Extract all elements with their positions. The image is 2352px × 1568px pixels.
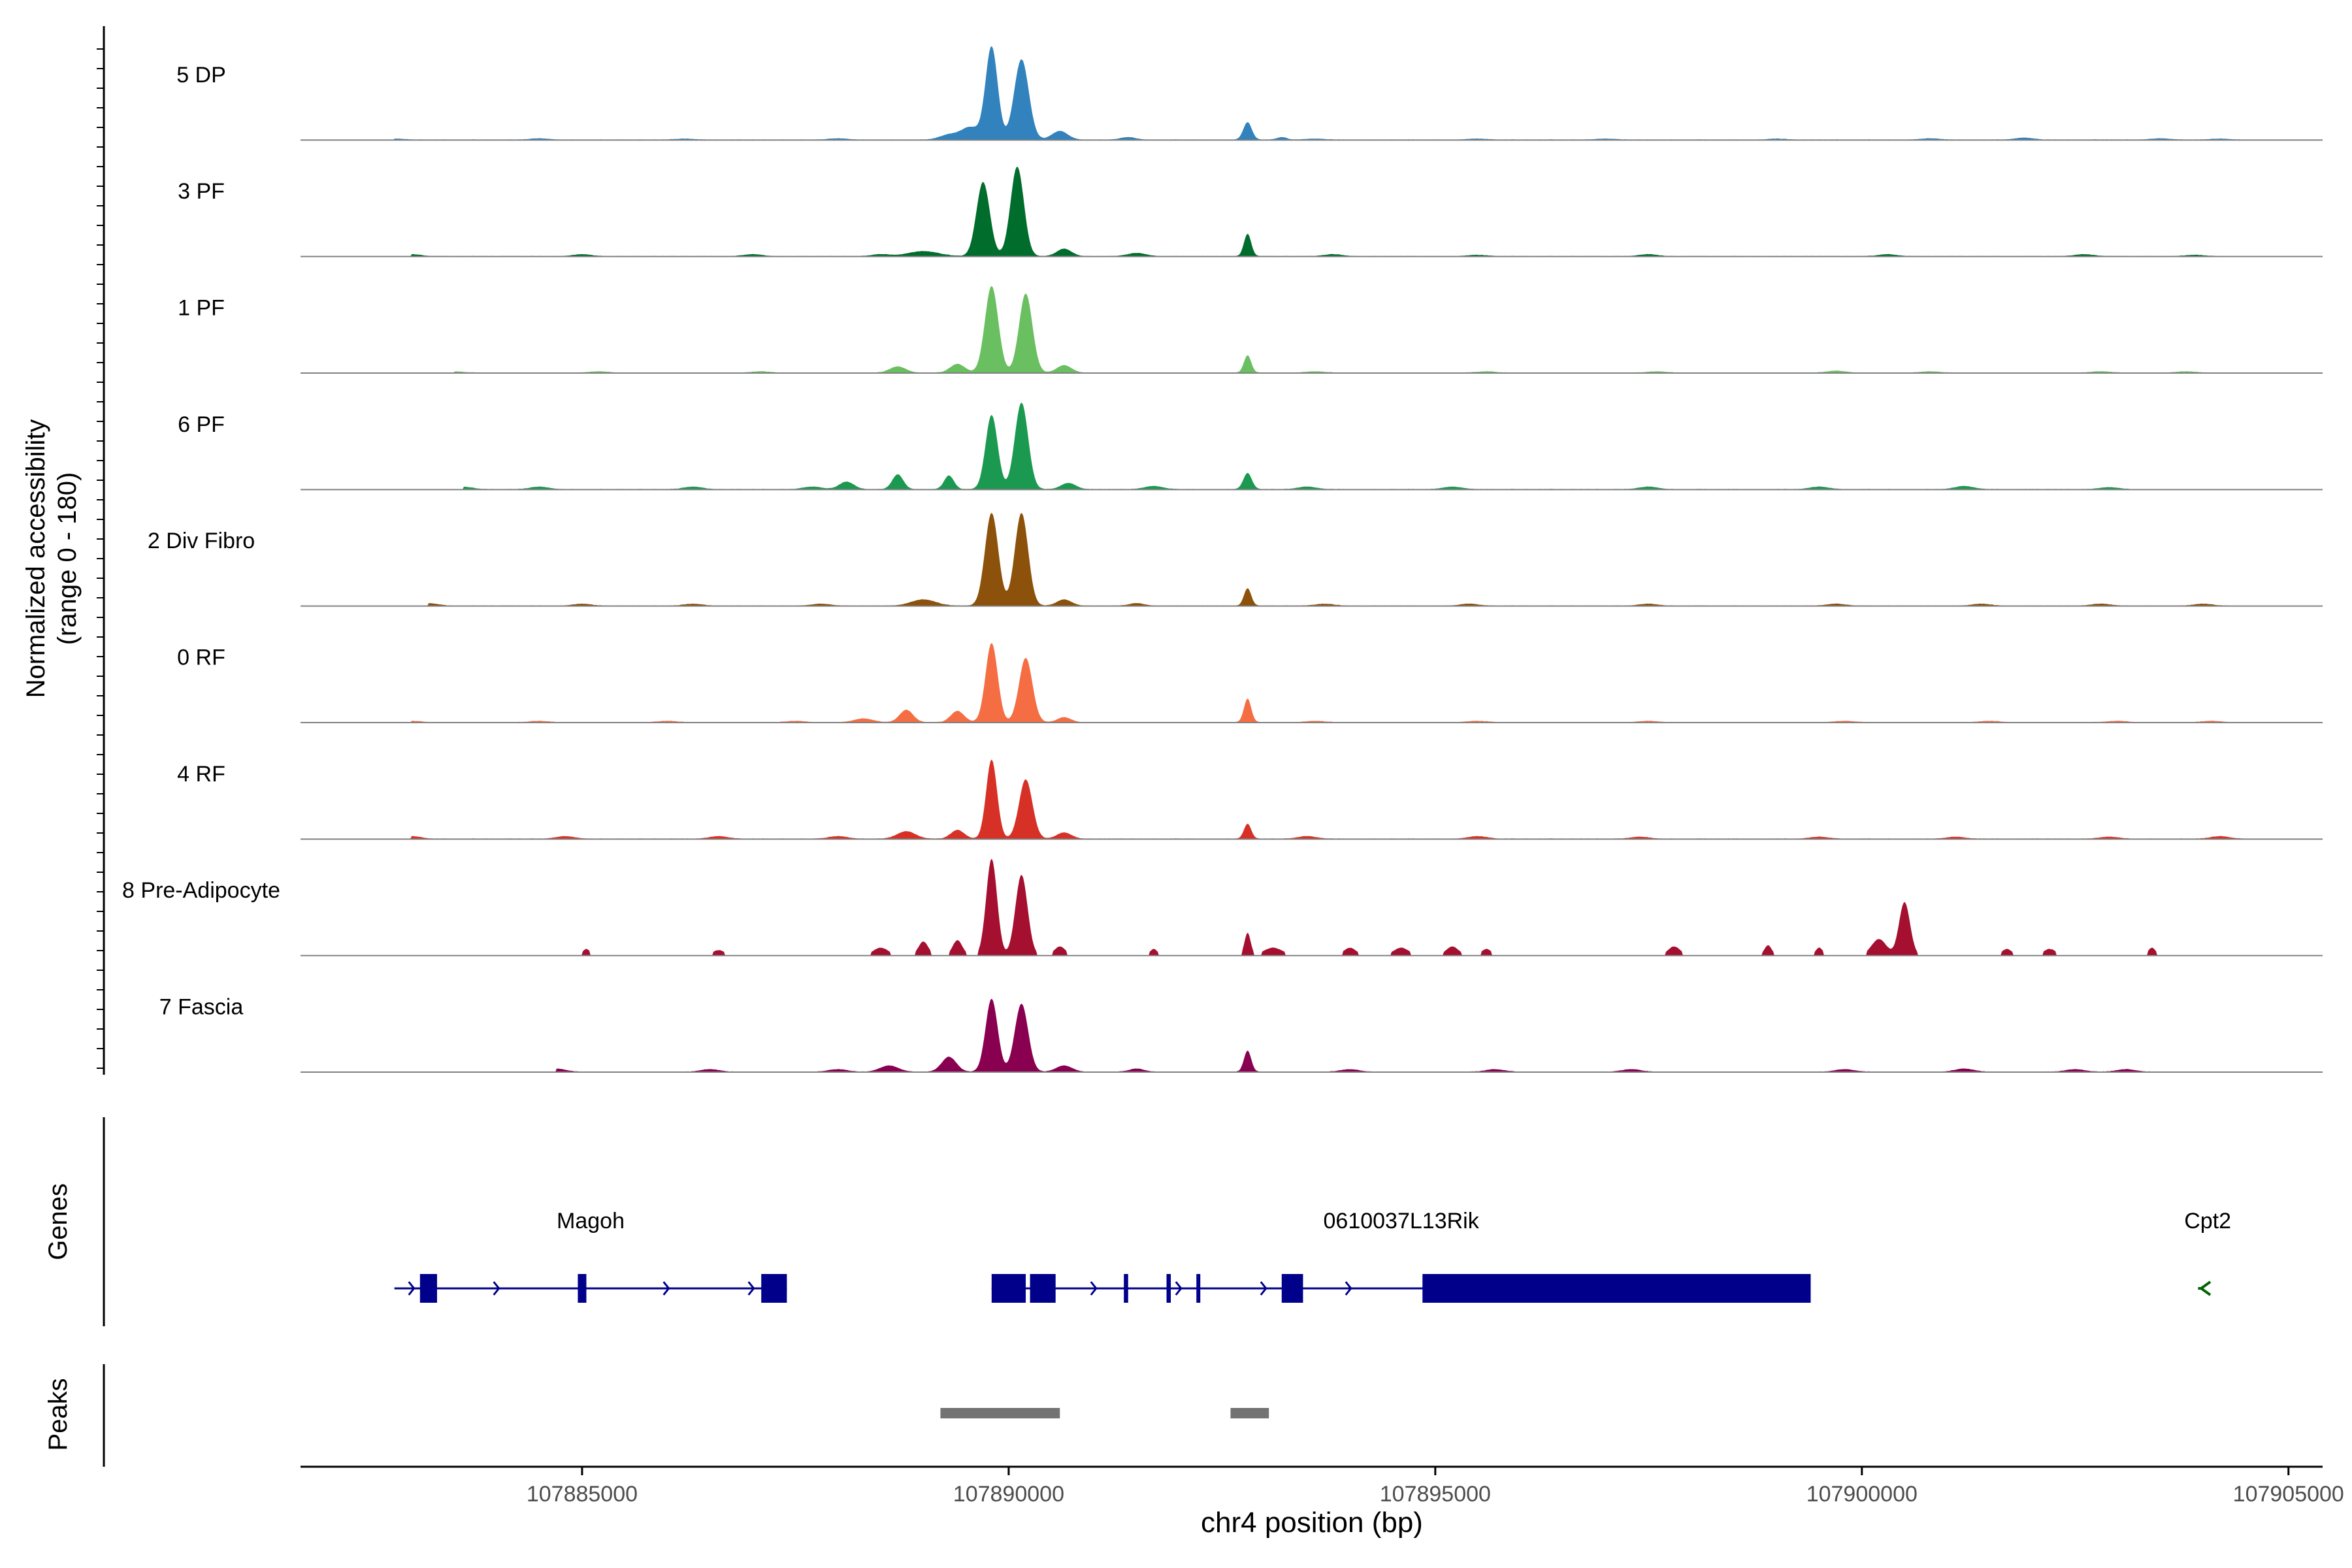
track-label: 5 DP — [176, 63, 226, 88]
track-label: 4 RF — [177, 762, 225, 787]
x-tick-label: 107885000 — [527, 1482, 638, 1507]
track-4: 6 PF — [178, 402, 2323, 491]
x-tick-label: 107905000 — [2233, 1482, 2344, 1507]
track-1: 5 DP — [176, 46, 2323, 141]
exon — [991, 1274, 1026, 1303]
x-tick-label: 107890000 — [953, 1482, 1064, 1507]
coverage-area — [301, 998, 2323, 1072]
y-axis-sublabel: (range 0 - 180) — [53, 472, 82, 645]
strand-arrow — [662, 1281, 670, 1296]
strand-arrow — [1090, 1281, 1098, 1296]
coverage-area — [301, 286, 2323, 373]
track-8: 8 Pre-Adipocyte — [122, 858, 2323, 956]
strand-arrow — [1260, 1281, 1267, 1296]
peaks-track-label: Peaks — [44, 1378, 73, 1450]
gene-label: 0610037L13Rik — [1324, 1209, 1480, 1233]
coverage-tracks: 5 DP 3 PF 1 PF 6 PF 2 Div Fibro 0 RF 4 RF 8 Pre… — [122, 46, 2323, 1073]
exon — [578, 1274, 587, 1303]
coverage-area — [301, 46, 2323, 140]
strand-arrow — [1345, 1281, 1352, 1296]
exon — [419, 1274, 437, 1303]
track-9: 7 Fascia — [159, 994, 2323, 1073]
x-axis-label: chr4 position (bp) — [1201, 1507, 1423, 1539]
coverage-area — [301, 759, 2323, 840]
gene-label: Cpt2 — [2184, 1209, 2231, 1233]
y-axis-label: Normalized accessibility — [22, 419, 50, 698]
x-axis: 107885000 107890000 107895000 107900000 1079… — [301, 1465, 2344, 1507]
track-label: 1 PF — [178, 295, 225, 320]
coverage-area — [301, 643, 2323, 723]
track-label: 8 Pre-Adipocyte — [122, 878, 280, 903]
exon — [1196, 1274, 1201, 1303]
track-6: 0 RF — [177, 643, 2323, 723]
track-2: 3 PF — [178, 167, 2323, 257]
genes-track: Genes Magoh 0610037L13Rik Cpt2 — [44, 1117, 2231, 1326]
track-label: 3 PF — [178, 179, 225, 204]
strand-arrow — [493, 1281, 500, 1296]
gene-0610037L13Rik: 0610037L13Rik — [991, 1209, 1811, 1303]
coverage-area — [301, 402, 2323, 490]
exon — [1166, 1274, 1171, 1303]
coverage-area — [301, 167, 2323, 257]
coverage-area — [301, 858, 2323, 956]
gene-Cpt2: Cpt2 — [2184, 1209, 2231, 1296]
track-label: 0 RF — [177, 645, 225, 670]
gene-label: Magoh — [557, 1209, 625, 1233]
strand-arrow — [2198, 1281, 2212, 1296]
track-7: 4 RF — [177, 759, 2323, 840]
exon — [1030, 1274, 1056, 1303]
peak-region — [1230, 1408, 1269, 1418]
x-tick-label: 107900000 — [1806, 1482, 1918, 1507]
genes-track-label: Genes — [44, 1183, 73, 1260]
track-5: 2 Div Fibro — [148, 512, 2323, 607]
y-axis — [97, 26, 105, 1075]
coverage-area — [301, 512, 2323, 606]
strand-arrow — [408, 1281, 416, 1296]
track-label: 2 Div Fibro — [148, 529, 255, 553]
track-label: 6 PF — [178, 412, 225, 437]
track-label: 7 Fascia — [159, 994, 244, 1019]
exon — [1422, 1274, 1811, 1303]
exon — [1281, 1274, 1303, 1303]
strand-arrow — [747, 1281, 755, 1296]
x-tick-label: 107895000 — [1380, 1482, 1491, 1507]
exon — [761, 1274, 787, 1303]
peaks-track: Peaks — [44, 1364, 1269, 1467]
strand-arrow — [1175, 1281, 1183, 1296]
exon — [1124, 1274, 1128, 1303]
gene-Magoh: Magoh — [394, 1209, 787, 1303]
peak-region — [940, 1408, 1060, 1418]
track-3: 1 PF — [178, 286, 2323, 374]
